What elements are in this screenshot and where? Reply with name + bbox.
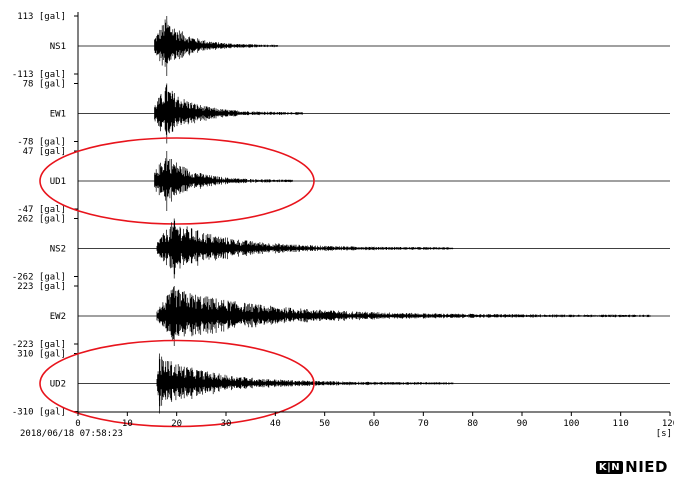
max-label-NS2: 262 [gal] xyxy=(17,215,66,225)
x-tick-label-110: 110 xyxy=(613,419,629,429)
channel-label-NS1: NS1 xyxy=(50,42,66,52)
x-tick-label-70: 70 xyxy=(418,419,429,429)
highlight-ellipse-UD1 xyxy=(39,137,315,225)
x-tick-label-90: 90 xyxy=(517,419,528,429)
x-tick-label-120: 120 xyxy=(662,419,674,429)
x-tick-label-30: 30 xyxy=(221,419,232,429)
x-tick-label-50: 50 xyxy=(319,419,330,429)
max-label-EW1: 78 [gal] xyxy=(23,80,66,90)
x-tick-label-60: 60 xyxy=(369,419,380,429)
waveform-NS1 xyxy=(154,16,278,76)
waveform-UD2 xyxy=(156,353,454,414)
max-label-UD2: 310 [gal] xyxy=(17,350,66,360)
channel-label-EW2: EW2 xyxy=(50,312,66,322)
channel-label-NS2: NS2 xyxy=(50,245,66,255)
min-label-UD1: -47 [gal] xyxy=(17,205,66,215)
kyoshin-badge: K|N xyxy=(595,460,624,474)
max-label-EW2: 223 [gal] xyxy=(17,282,66,292)
x-tick-label-100: 100 xyxy=(563,419,579,429)
channel-label-UD1: UD1 xyxy=(50,177,66,187)
waveform-EW2 xyxy=(156,286,651,346)
min-label-NS1: -113 [gal] xyxy=(12,70,66,80)
max-label-UD1: 47 [gal] xyxy=(23,147,66,157)
waveform-EW1 xyxy=(154,83,303,144)
x-tick-label-10: 10 xyxy=(122,419,133,429)
waveform-NS2 xyxy=(156,218,454,279)
waveform-UD1 xyxy=(154,151,293,211)
x-tick-label-0: 0 xyxy=(75,419,80,429)
x-tick-label-20: 20 xyxy=(171,419,182,429)
channel-label-UD2: UD2 xyxy=(50,380,66,390)
channel-label-EW1: EW1 xyxy=(50,110,66,120)
x-unit-label: [s] xyxy=(656,429,672,439)
x-tick-label-80: 80 xyxy=(467,419,478,429)
min-label-EW1: -78 [gal] xyxy=(17,138,66,148)
x-tick-label-40: 40 xyxy=(270,419,281,429)
nied-logo: K|N NIED xyxy=(595,458,668,476)
highlight-ellipse-UD2 xyxy=(39,339,315,428)
max-label-NS1: 113 [gal] xyxy=(17,12,66,22)
logo-text: NIED xyxy=(625,458,668,476)
timestamp-label: 2018/06/18 07:58:23 xyxy=(20,429,123,439)
min-label-NS2: -262 [gal] xyxy=(12,273,66,283)
min-label-UD2: -310 [gal] xyxy=(12,408,66,418)
min-label-EW2: -223 [gal] xyxy=(12,340,66,350)
